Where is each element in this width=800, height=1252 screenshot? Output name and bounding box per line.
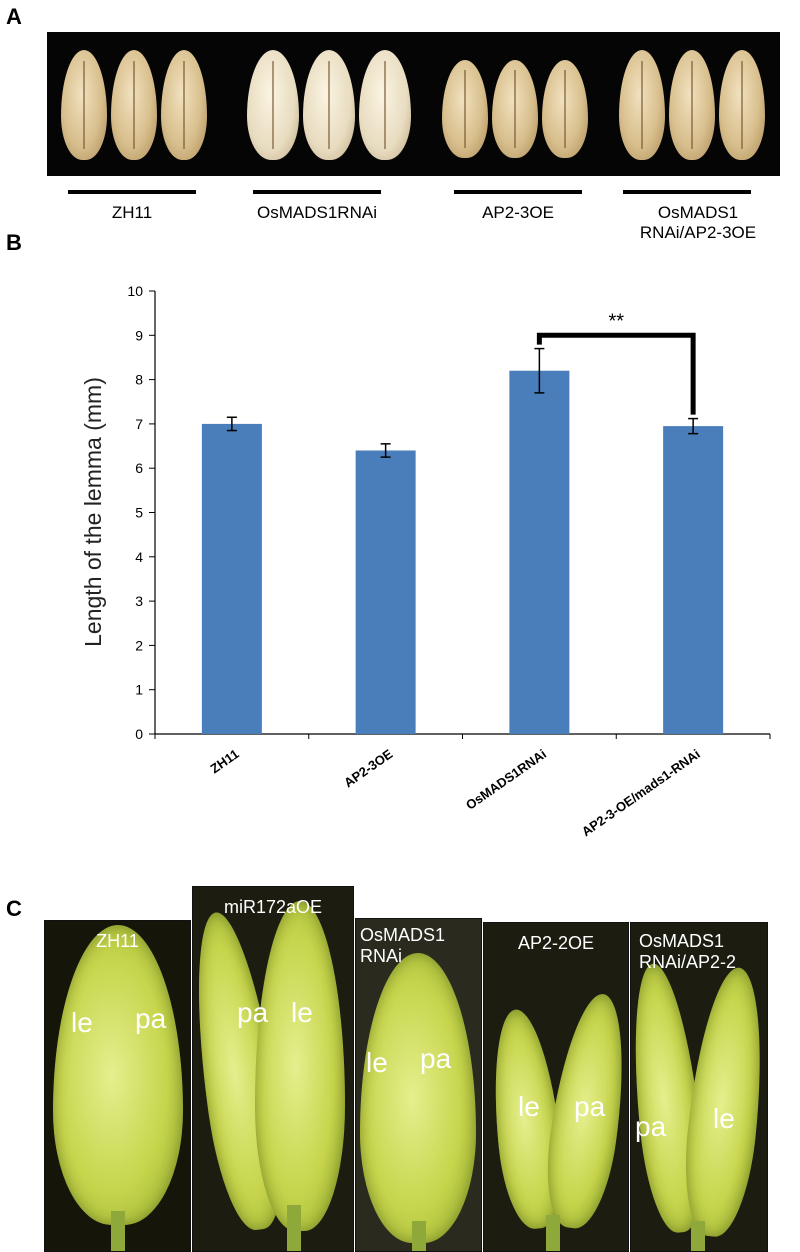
panel-c-letter: C — [6, 896, 22, 921]
organ-label-pa: pa — [135, 1003, 167, 1034]
grain — [247, 50, 299, 160]
organ-label-le: le — [366, 1047, 388, 1078]
significance-label: ** — [608, 310, 624, 332]
bar-ap2-3-oe-mads1-rnai — [663, 426, 724, 734]
grain-group-osmads1rnai-ap2-3oe — [619, 50, 765, 168]
y-tick-label: 0 — [135, 726, 143, 742]
y-tick-label: 3 — [135, 593, 143, 609]
grain — [719, 50, 765, 160]
grain-group-osmads1rnai — [247, 50, 411, 168]
grain — [111, 50, 157, 160]
y-tick-label: 1 — [135, 682, 143, 698]
grain-photo — [47, 32, 780, 176]
x-category-label: OsMADS1RNAi — [463, 746, 549, 813]
grain — [359, 50, 411, 160]
bar-osmads1rnai — [509, 370, 570, 734]
spikelet-hull — [53, 925, 183, 1225]
y-tick-label: 7 — [135, 416, 143, 432]
panel-a-letter: A — [6, 4, 22, 29]
y-tick-label: 9 — [135, 327, 143, 343]
genotype-bar — [454, 190, 582, 194]
x-category-label: ZH11 — [208, 746, 242, 776]
spikelet-image-osmads1rnai: OsMADS1 RNAi le pa — [355, 918, 482, 1252]
spikelet-title: OsMADS1 RNAi — [360, 925, 446, 966]
grain — [669, 50, 715, 160]
bar-zh11 — [201, 423, 262, 734]
spikelet-stem — [412, 1221, 426, 1251]
organ-label-pa: pa — [574, 1091, 606, 1122]
grain — [492, 60, 538, 158]
spikelet-image-mir172aoe: miR172aOE pa le — [192, 886, 354, 1252]
genotype-label-osmads1rnai-ap2-3oe: OsMADS1 RNAi/AP2-3OE — [639, 203, 757, 242]
genotype-label-ap2-3oe: AP2-3OE — [482, 203, 554, 222]
spikelet-title: AP2-2OE — [517, 933, 595, 953]
spikelet-title: ZH11 — [96, 931, 139, 951]
y-tick-label: 4 — [135, 549, 143, 565]
organ-label-pa: pa — [635, 1111, 667, 1142]
spikelet-title: OsMADS1 RNAi/AP2-2 — [639, 931, 737, 972]
organ-label-le: le — [713, 1103, 735, 1134]
y-tick-label: 6 — [135, 460, 143, 476]
spikelet-hull — [360, 953, 476, 1243]
grain — [442, 60, 488, 158]
organ-label-le: le — [71, 1007, 93, 1038]
genotype-bar — [623, 190, 751, 194]
spikelet-image-zh11: ZH11 le pa — [44, 920, 191, 1252]
genotype-bar — [68, 190, 196, 194]
grain — [542, 60, 588, 158]
genotype-bar — [253, 190, 381, 194]
spikelet-stem — [111, 1211, 125, 1251]
y-tick-label: 8 — [135, 372, 143, 388]
x-category-label: AP2-3OE — [341, 746, 395, 790]
spikelet-hull — [255, 901, 345, 1231]
spikelet-image-osmads1rnai-ap2-2: OsMADS1 RNAi/AP2-2 pa le — [630, 922, 768, 1252]
organ-label-le: le — [291, 997, 313, 1028]
bar-ap2-3oe — [355, 450, 416, 734]
spikelet-title: miR172aOE — [223, 897, 323, 917]
grain — [619, 50, 665, 160]
genotype-label-osmads1rnai: OsMADS1RNAi — [257, 203, 377, 222]
x-category-label: AP2-3-OE/mads1-RNAi — [579, 746, 703, 839]
genotype-label-zh11: ZH11 — [111, 203, 153, 222]
y-tick-label: 10 — [127, 283, 143, 299]
spikelet-stem — [546, 1215, 560, 1251]
grain — [61, 50, 107, 160]
significance-bracket — [536, 332, 696, 415]
organ-label-pa: pa — [237, 997, 269, 1028]
y-tick-label: 5 — [135, 505, 143, 521]
spikelet-stem — [691, 1221, 705, 1251]
grain — [303, 50, 355, 160]
y-axis-title: Length of the lemma (mm) — [80, 377, 106, 647]
y-tick-label: 2 — [135, 637, 143, 653]
panel-b-letter: B — [6, 230, 22, 255]
lemma-length-chart: 0 1 2 3 4 5 6 7 8 9 10 ZH11 AP2-3OE OsMADS1RNAi AP2-3-… — [80, 283, 771, 839]
grain-group-zh11 — [61, 50, 207, 168]
organ-label-le: le — [518, 1091, 540, 1122]
spikelet-image-ap2-2oe: AP2-2OE le pa — [483, 922, 629, 1252]
spikelet-stem — [287, 1205, 301, 1251]
grain — [161, 50, 207, 160]
organ-label-pa: pa — [420, 1043, 452, 1074]
grain-group-ap2-3oe — [442, 60, 588, 160]
